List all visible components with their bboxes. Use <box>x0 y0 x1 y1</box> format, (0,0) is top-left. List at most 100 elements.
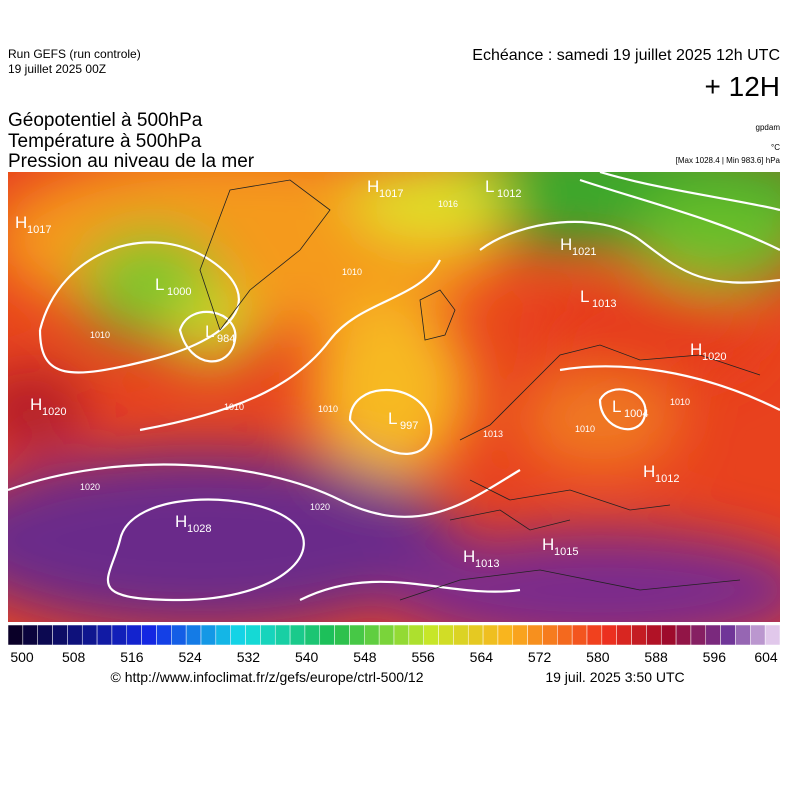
colorbar-tick-label: 588 <box>644 649 668 665</box>
colorbar-swatch <box>586 624 603 646</box>
colorbar-swatch <box>260 624 276 646</box>
run-date: 19 juillet 2025 00Z <box>8 62 106 76</box>
colorbar-swatch <box>527 624 543 646</box>
colorbar-tick-label: 572 <box>528 649 552 665</box>
isobar-label: 1020 <box>80 482 100 492</box>
system-pressure: 1012 <box>655 473 679 485</box>
system-type: H <box>463 547 475 566</box>
colorbar-tick-label: 596 <box>703 649 727 665</box>
colorbar-swatch <box>274 624 291 646</box>
system-type: H <box>643 462 655 481</box>
colorbar-tick-label: 500 <box>10 649 34 665</box>
colorbar-swatch <box>601 624 617 646</box>
colorbar-tick-label: 508 <box>62 649 86 665</box>
colorbar-swatch <box>156 624 172 646</box>
colorbar-swatch <box>111 624 128 646</box>
colorbar-swatch <box>735 624 751 646</box>
system-type: H <box>15 213 27 232</box>
system-pressure: 1028 <box>187 523 211 535</box>
isobar-label: 1010 <box>342 267 362 277</box>
isobar-label: 1016 <box>438 199 458 209</box>
colorbar-swatch <box>467 624 484 646</box>
system-type: H <box>30 395 42 414</box>
colorbar-swatch <box>482 624 499 646</box>
colorbar-tick-label: 524 <box>178 649 202 665</box>
isobar-label: 1020 <box>310 502 330 512</box>
field-title: Température à 500hPa <box>8 131 202 152</box>
colorbar-swatch <box>705 624 721 646</box>
system-type: H <box>175 512 187 531</box>
source: © http://www.infoclimat.fr/z/gefs/europe… <box>110 669 423 685</box>
colorbar-swatch <box>512 624 528 646</box>
unit: °C <box>771 143 780 152</box>
colorbar-swatch <box>126 624 142 646</box>
colorbar-swatch <box>616 624 632 646</box>
unit: gpdam <box>756 123 781 132</box>
system-pressure: 1013 <box>475 558 499 570</box>
colorbar-swatch <box>289 624 306 646</box>
isobar-label: 1010 <box>90 330 110 340</box>
colorbar-swatch <box>52 624 68 646</box>
system-pressure: 1020 <box>702 351 726 363</box>
system-pressure: 1012 <box>497 188 521 200</box>
colorbar-tick-label: 548 <box>353 649 377 665</box>
system-pressure: 984 <box>217 333 235 345</box>
system-type: L <box>205 322 214 341</box>
system-pressure: 997 <box>400 420 418 432</box>
colorbar-swatch <box>141 624 157 646</box>
colorbar-tick-label: 516 <box>120 649 144 665</box>
colorbar-swatch <box>319 624 335 646</box>
colorbar-swatch <box>438 624 454 646</box>
map <box>8 172 780 622</box>
colorbar-swatch <box>542 624 558 646</box>
isobar-label: 1013 <box>483 429 503 439</box>
system-pressure: 1021 <box>572 246 596 258</box>
colorbar-swatch <box>571 624 588 646</box>
colorbar-swatch <box>660 624 677 646</box>
colorbar-swatch <box>646 624 662 646</box>
system-type: L <box>155 275 164 294</box>
system-type: L <box>485 177 494 196</box>
colorbar-swatch <box>423 624 439 646</box>
colorbar-swatch <box>334 624 350 646</box>
system-type: H <box>367 177 379 196</box>
colorbar-swatch <box>378 624 395 646</box>
colorbar-swatch <box>720 624 736 646</box>
system-type: L <box>388 409 397 428</box>
isobar-label: 1010 <box>670 397 690 407</box>
isobar-label: 1010 <box>575 424 595 434</box>
lead-time: + 12H <box>705 71 781 102</box>
colorbar-swatch <box>171 624 187 646</box>
colorbar-tick-label: 540 <box>295 649 319 665</box>
system-pressure: 1004 <box>624 408 648 420</box>
system-pressure: 1000 <box>167 286 191 298</box>
system-pressure: 1017 <box>379 188 403 200</box>
system-pressure: 1017 <box>27 224 51 236</box>
colorbar-swatch <box>7 624 24 646</box>
colorbar-swatch <box>230 624 246 646</box>
system-type: H <box>690 340 702 359</box>
system-pressure: 1015 <box>554 546 578 558</box>
colorbar-tick-label: 604 <box>754 649 778 665</box>
colorbar-swatch <box>37 624 53 646</box>
system-type: L <box>580 287 589 306</box>
system-type: H <box>560 235 572 254</box>
colorbar-swatch <box>631 624 647 646</box>
colorbar-swatch <box>453 624 469 646</box>
colorbar-swatch <box>215 624 231 646</box>
system-type: H <box>542 535 554 554</box>
colorbar-swatch <box>22 624 38 646</box>
valid-time: Echéance : samedi 19 juillet 2025 12h UT… <box>472 47 780 64</box>
colorbar-tick-label: 564 <box>470 649 494 665</box>
isobar-label: 1010 <box>318 404 338 414</box>
colorbar-swatch <box>67 624 83 646</box>
colorbar-swatch <box>497 624 514 646</box>
colorbar-swatch <box>364 624 380 646</box>
run: Run GEFS (run controle) <box>8 47 141 61</box>
colorbar-swatch <box>81 624 98 646</box>
colorbar-swatch <box>304 624 321 646</box>
colorbar-tick-label: 532 <box>237 649 261 665</box>
generated: 19 juil. 2025 3:50 UTC <box>545 669 684 685</box>
colorbar-swatch <box>96 624 113 646</box>
